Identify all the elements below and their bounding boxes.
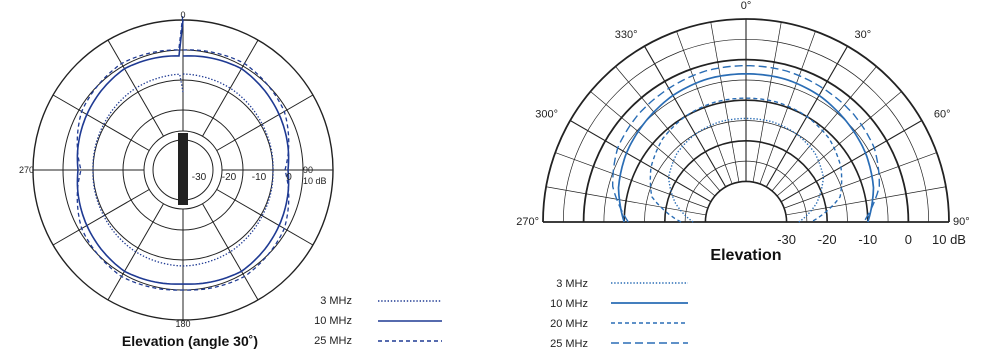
right-tick-label: -30	[777, 232, 796, 247]
left-grid-spoke	[216, 94, 314, 151]
right-angle-label: 0°	[741, 0, 752, 12]
left-series-line-25-mhz	[76, 13, 290, 291]
right-series-line-20-mhz	[649, 97, 843, 223]
left-tick-label: -30	[192, 172, 207, 183]
left-legend: 3 MHz 10 MHz 25 MHz	[314, 295, 442, 347]
left-grid-spoke	[52, 189, 150, 246]
right-angle-label: 90°	[953, 216, 970, 228]
right-grid-spoke	[644, 45, 727, 188]
right-polar-grid	[542, 18, 950, 223]
right-angle-label: 330°	[615, 29, 638, 41]
left-radial-tick-labels: -30 -20 -10 0	[192, 172, 292, 183]
right-legend-label: 20 MHz	[550, 318, 588, 330]
right-chart-title: Elevation	[710, 247, 781, 264]
left-angle-label-right: 90	[303, 165, 313, 175]
left-tick-label: -10	[252, 172, 267, 183]
right-grid-spoke	[771, 66, 877, 192]
right-grid-spoke	[569, 120, 712, 203]
left-chart-title: Elevation (angle 30˚)	[122, 333, 258, 349]
right-grid-spoke	[776, 91, 902, 197]
left-angle-label-left: 270	[19, 165, 34, 175]
right-polar-chart: 270°300°330°0°30°60°90° -30 -20 -10 0 10 dB …	[516, 0, 969, 350]
left-tick-label: 0	[286, 172, 292, 183]
left-angle-label-top: 0	[180, 10, 185, 20]
right-legend-label: 10 MHz	[550, 298, 588, 310]
right-series-group	[612, 64, 880, 223]
left-grid-spoke	[202, 39, 259, 137]
left-polar-chart: 0 90 10 dB 180 270 -30 -20 -10 0 Elevation …	[19, 10, 442, 349]
left-series-line-3-mhz	[92, 73, 274, 267]
right-grid-spoke	[590, 91, 716, 197]
left-grid-spoke	[107, 203, 164, 301]
right-grid-spoke	[710, 22, 740, 183]
right-grid-spoke	[759, 31, 816, 184]
right-grid-major-arc	[704, 180, 788, 223]
left-angle-label-bottom: 180	[175, 319, 190, 329]
left-legend-label: 3 MHz	[320, 295, 352, 307]
right-series-line-25-mhz	[612, 64, 880, 223]
right-angle-label: 270°	[516, 216, 539, 228]
right-grid-spoke	[676, 31, 733, 184]
right-tick-label: -10	[858, 232, 877, 247]
right-angle-labels: 270° 300° 330° 0° 30° 60° 90°	[516, 0, 969, 228]
right-grid-spoke	[615, 66, 721, 192]
right-grid-spoke	[752, 22, 782, 183]
right-angle-label: 60°	[934, 109, 951, 121]
right-tick-label: 10 dB	[932, 232, 966, 247]
right-tick-label: -20	[818, 232, 837, 247]
right-legend-label: 25 MHz	[550, 338, 588, 350]
left-grid-spoke	[216, 189, 314, 246]
right-grid-spoke	[546, 186, 707, 216]
right-angle-label: 300°	[535, 109, 558, 121]
left-series-line-10-mhz	[76, 19, 290, 285]
transducer-bar	[178, 133, 188, 205]
right-angle-label: 30°	[855, 29, 872, 41]
right-legend: 3 MHz 10 MHz 20 MHz 25 MHz	[550, 278, 688, 350]
right-grid-spoke	[785, 186, 946, 216]
right-grid-spoke	[555, 152, 708, 209]
right-grid-spoke	[784, 152, 937, 209]
left-legend-label: 10 MHz	[314, 315, 352, 327]
right-grid-spoke	[780, 120, 923, 203]
right-legend-label: 3 MHz	[556, 278, 588, 290]
left-legend-label: 25 MHz	[314, 335, 352, 347]
left-grid-spoke	[202, 203, 259, 301]
right-series-line-10-mhz	[617, 72, 875, 223]
left-tick-label: -20	[222, 172, 237, 183]
left-unit-label: 10 dB	[303, 176, 327, 186]
right-radial-tick-labels: -30 -20 -10 0 10 dB	[777, 232, 966, 247]
left-grid-spoke	[52, 94, 150, 151]
right-tick-label: 0	[905, 232, 912, 247]
left-series-group	[76, 13, 290, 291]
